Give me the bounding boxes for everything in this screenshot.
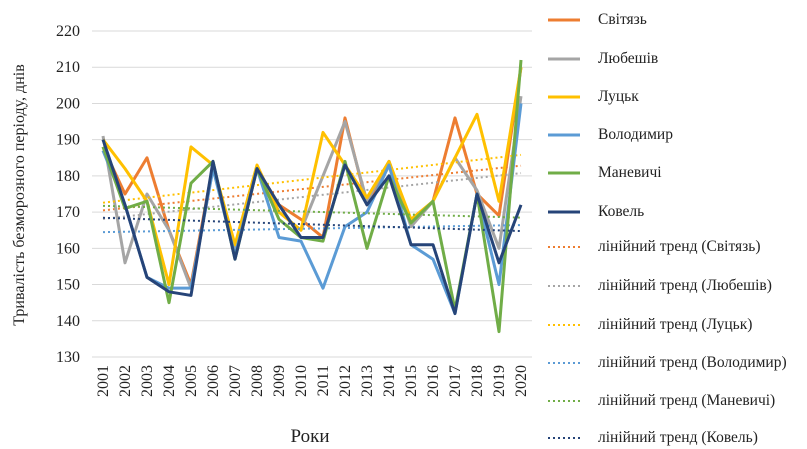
y-tick-label: 160 [56,240,80,257]
y-tick-label: 150 [56,277,80,294]
x-tick-label: 2019 [491,365,508,397]
trend-line [102,172,522,220]
x-tick-label: 2003 [139,365,156,397]
y-tick-label: 140 [56,313,80,330]
legend-label: лінійний тренд (Ковель) [598,429,758,446]
x-axis-label: Роки [291,426,330,447]
legend-label: лінійний тренд (Любешів) [598,277,772,294]
legend-label: Луцьк [598,88,639,105]
series-line [101,66,523,287]
x-tick-label: 2001 [95,365,112,397]
legend-label: лінійний тренд (Світязь) [598,238,761,255]
legend-label: Маневичі [598,164,662,181]
x-tick-label: 2013 [359,365,376,397]
x-tick-label: 2018 [469,365,486,397]
x-tick-label: 2015 [403,365,420,397]
x-tick-label: 2006 [205,365,222,397]
y-tick-label: 220 [56,23,80,40]
legend-label: Володимир [598,126,673,143]
series-line [101,139,523,316]
x-tick-label: 2005 [183,365,200,397]
y-tick-label: 200 [56,95,80,112]
x-tick-label: 2014 [381,365,398,397]
series-line [101,59,523,334]
y-tick-label: 210 [56,59,80,76]
y-tick-label: 180 [56,168,80,185]
x-tick-label: 2002 [117,365,134,397]
x-tick-label: 2020 [513,365,530,397]
y-tick-label: 130 [56,349,80,366]
x-tick-label: 2008 [249,365,266,397]
x-tick-label: 2012 [337,365,354,397]
x-tick-label: 2017 [447,365,464,397]
legend-label: лінійний тренд (Володимир) [598,354,787,371]
legend-label: лінійний тренд (Луцьк) [598,316,753,333]
x-tick-label: 2011 [315,365,332,396]
x-tick-label: 2010 [293,365,310,397]
x-tick-label: 2016 [425,365,442,397]
x-tick-label: 2009 [271,365,288,397]
y-axis-label: Тривалість безморозного періоду, днів [11,64,28,326]
x-tick-label: 2007 [227,365,244,397]
legend-label: лінійний тренд (Маневичі) [598,392,776,409]
y-tick-label: 190 [56,132,80,149]
x-tick-label: 2004 [161,365,178,397]
legend-label: Ковель [598,203,645,220]
legend-label: Світязь [598,11,647,28]
legend-label: Любешів [598,50,659,67]
y-tick-label: 170 [56,204,80,221]
